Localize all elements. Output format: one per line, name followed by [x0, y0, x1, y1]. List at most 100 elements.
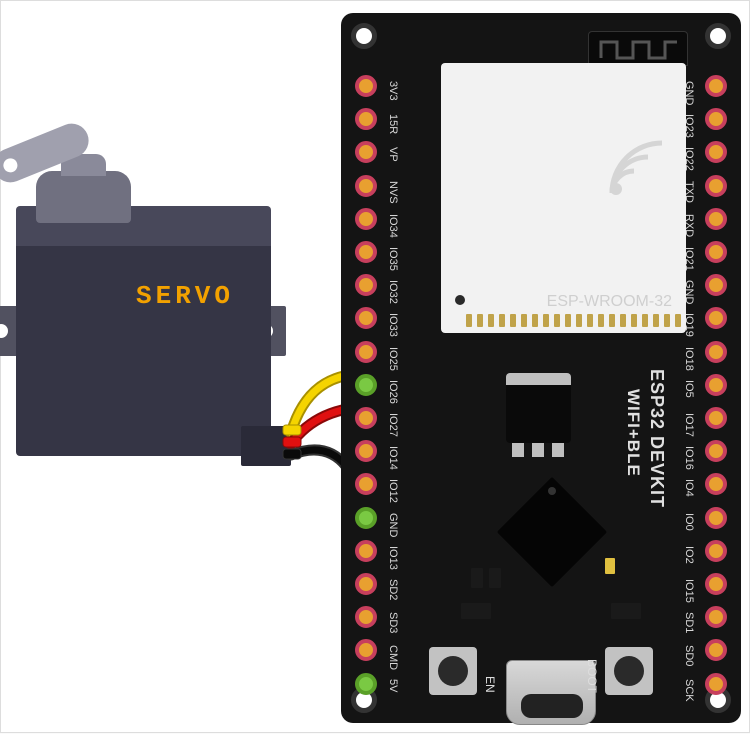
pin-vp [355, 141, 377, 163]
servo-wire-port [241, 426, 291, 466]
pin-label: SD3 [387, 612, 399, 633]
pin-io0 [705, 507, 727, 529]
boot-button-label: BOOT [585, 659, 599, 693]
shield-castellations [466, 314, 681, 327]
pin-label: RXD [683, 214, 695, 237]
pin-io17 [705, 407, 727, 429]
pin-io33 [355, 307, 377, 329]
pin-sd3 [355, 606, 377, 628]
pin-sd1 [705, 606, 727, 628]
pin-io2 [705, 540, 727, 562]
pin-label: IO16 [683, 446, 695, 470]
pin-label: SD1 [683, 612, 695, 633]
pin-sd2 [355, 573, 377, 595]
pin-label: IO32 [387, 280, 399, 304]
espressif-logo-icon [602, 133, 672, 203]
pin-gnd [705, 75, 727, 97]
pin-5v [355, 673, 377, 695]
pin-label: VP [387, 147, 399, 162]
antenna-area [588, 31, 688, 66]
pin-label: GND [683, 81, 695, 105]
pin-label: SCK [683, 679, 695, 702]
pin-label: IO4 [683, 479, 695, 497]
pin-15r [355, 108, 377, 130]
pin-nvs [355, 175, 377, 197]
pin-gnd [705, 274, 727, 296]
pin-gnd [355, 507, 377, 529]
pin-label: IO0 [683, 513, 695, 531]
mount-hole [705, 23, 731, 49]
smd-component [471, 568, 483, 588]
pin-label: IO26 [387, 380, 399, 404]
board-model-label: ESP32 DEVKIT [646, 369, 667, 508]
pin-io23 [705, 108, 727, 130]
pin-label: IO22 [683, 147, 695, 171]
en-button-label: EN [483, 676, 497, 693]
pin-label: IO19 [683, 313, 695, 337]
pin-label: IO18 [683, 347, 695, 371]
pin-label: GND [387, 513, 399, 537]
smd-component [461, 603, 491, 619]
pin-label: IO5 [683, 380, 695, 398]
pin-io26 [355, 374, 377, 396]
pin-label: TXD [683, 181, 695, 203]
pin-sd0 [705, 639, 727, 661]
pin-io25 [355, 341, 377, 363]
pin-io22 [705, 141, 727, 163]
esp32-devkit-board: ESP-WROOM-32 ESP32 DEVKIT WIFI+BLE EN [341, 13, 741, 723]
pin-sck [705, 673, 727, 695]
pin-label: SD0 [683, 645, 695, 666]
pin-io32 [355, 274, 377, 296]
pin-label: IO34 [387, 214, 399, 238]
wroom-shield: ESP-WROOM-32 [441, 63, 686, 333]
pin-io21 [705, 241, 727, 263]
pin-io19 [705, 307, 727, 329]
pin-io15 [705, 573, 727, 595]
diagram-canvas: SERVO [0, 0, 750, 733]
pin-io5 [705, 374, 727, 396]
pin-io12 [355, 473, 377, 495]
mount-hole [351, 23, 377, 49]
pin-io27 [355, 407, 377, 429]
pin-label: 15R [387, 114, 399, 134]
pin-label: CMD [387, 645, 399, 670]
micro-usb-port [506, 660, 596, 725]
pin-label: IO33 [387, 313, 399, 337]
led-indicator [605, 558, 615, 574]
smd-component [489, 568, 501, 588]
pin-rxd [705, 208, 727, 230]
pin-txd [705, 175, 727, 197]
pin-io13 [355, 540, 377, 562]
pin-label: IO2 [683, 546, 695, 564]
pin-io18 [705, 341, 727, 363]
servo-motor: SERVO [1, 176, 291, 476]
pin-label: 3V3 [387, 81, 399, 101]
board-wifi-ble-label: WIFI+BLE [623, 389, 643, 477]
smd-component [611, 603, 641, 619]
pin-label: IO15 [683, 579, 695, 603]
servo-label: SERVO [136, 281, 234, 311]
pin-label: GND [683, 280, 695, 304]
pin-io35 [355, 241, 377, 263]
voltage-regulator [506, 373, 571, 443]
pin-io14 [355, 440, 377, 462]
pin-label: IO14 [387, 446, 399, 470]
servo-body [16, 231, 271, 456]
pin-label: IO21 [683, 247, 695, 271]
pin-label: IO13 [387, 546, 399, 570]
pin-3v3 [355, 75, 377, 97]
en-button[interactable] [429, 647, 477, 695]
pin-label: IO12 [387, 479, 399, 503]
pin-label: IO27 [387, 413, 399, 437]
pin-label: 5V [387, 679, 399, 692]
boot-button[interactable] [605, 647, 653, 695]
pin-label: NVS [387, 181, 399, 204]
pin-label: IO23 [683, 114, 695, 138]
servo-gear-housing [36, 171, 131, 223]
pin-label: IO35 [387, 247, 399, 271]
shield-model-text: ESP-WROOM-32 [547, 293, 672, 311]
pin-io34 [355, 208, 377, 230]
pin-label: IO17 [683, 413, 695, 437]
usb-uart-chip [497, 477, 607, 587]
pin-label: IO25 [387, 347, 399, 371]
